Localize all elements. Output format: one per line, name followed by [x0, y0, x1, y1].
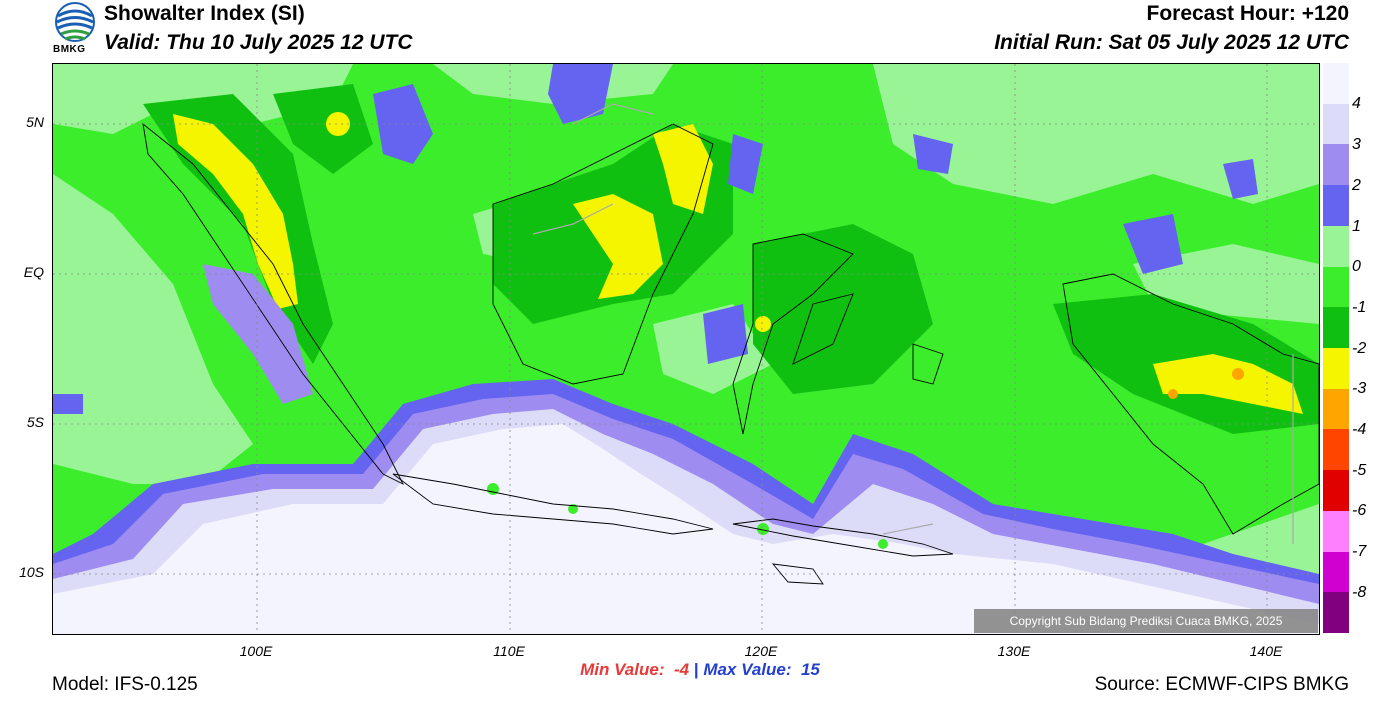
min-value: Min Value: -4 — [580, 660, 690, 679]
x-tick-label: 120E — [744, 643, 778, 659]
y-tick-label: 10S — [19, 564, 44, 580]
x-tick-label: 100E — [239, 643, 273, 659]
colorbar-label: 3 — [1352, 136, 1361, 153]
max-value: Max Value: 15 — [703, 660, 820, 679]
valid-time: Valid: Thu 10 July 2025 12 UTC — [104, 31, 413, 54]
copyright-notice: Copyright Sub Bidang Prediksi Cuaca BMKG… — [974, 609, 1318, 633]
model-label: Model: IFS-0.125 — [52, 674, 198, 695]
colorbar-segment — [1323, 307, 1349, 349]
x-tick-label: 130E — [997, 643, 1031, 659]
y-tick-label: 5S — [26, 414, 44, 430]
colorbar-segment — [1323, 348, 1349, 390]
colorbar-segment — [1323, 63, 1349, 105]
showalter-index-field — [53, 64, 1319, 634]
colorbar-label: -8 — [1352, 584, 1367, 601]
colorbar-segment — [1323, 470, 1349, 512]
logo-text: BMKG — [53, 44, 86, 55]
colorbar-label: -1 — [1352, 299, 1367, 316]
separator: | — [693, 660, 699, 679]
y-tick-label: 5N — [26, 114, 44, 130]
colorbar-label: -2 — [1352, 340, 1367, 357]
map-area — [52, 63, 1320, 635]
colorbar-label: 4 — [1352, 95, 1361, 112]
colorbar-segment — [1323, 103, 1349, 145]
initial-run: Initial Run: Sat 05 July 2025 12 UTC — [994, 31, 1349, 54]
colorbar-label: 2 — [1352, 177, 1361, 194]
colorbar — [1323, 63, 1349, 634]
colorbar-segment — [1323, 510, 1349, 553]
colorbar-label: -5 — [1352, 462, 1367, 479]
y-tick-label: EQ — [23, 264, 44, 280]
colorbar-segment — [1323, 266, 1349, 308]
bmkg-logo-icon — [52, 2, 98, 56]
colorbar-label: 1 — [1352, 218, 1361, 235]
colorbar-segment — [1323, 388, 1349, 430]
colorbar-label: -3 — [1352, 380, 1367, 397]
colorbar-label: -7 — [1352, 543, 1367, 560]
colorbar-segment — [1323, 225, 1349, 268]
colorbar-label: -4 — [1352, 421, 1367, 438]
colorbar-segment — [1323, 185, 1349, 227]
colorbar-segment — [1323, 429, 1349, 471]
colorbar-segment — [1323, 551, 1349, 593]
min-max-values: Min Value: -4 | Max Value: 15 — [0, 660, 1400, 680]
colorbar-label: -6 — [1352, 502, 1367, 519]
colorbar-label: 0 — [1352, 258, 1361, 275]
x-tick-label: 140E — [1249, 643, 1283, 659]
source-label: Source: ECMWF-CIPS BMKG — [1094, 674, 1349, 695]
page-title: Showalter Index (SI) — [104, 2, 305, 25]
forecast-hour: Forecast Hour: +120 — [1146, 2, 1350, 25]
colorbar-segment — [1323, 592, 1349, 634]
colorbar-segment — [1323, 144, 1349, 186]
x-tick-label: 110E — [493, 643, 525, 659]
